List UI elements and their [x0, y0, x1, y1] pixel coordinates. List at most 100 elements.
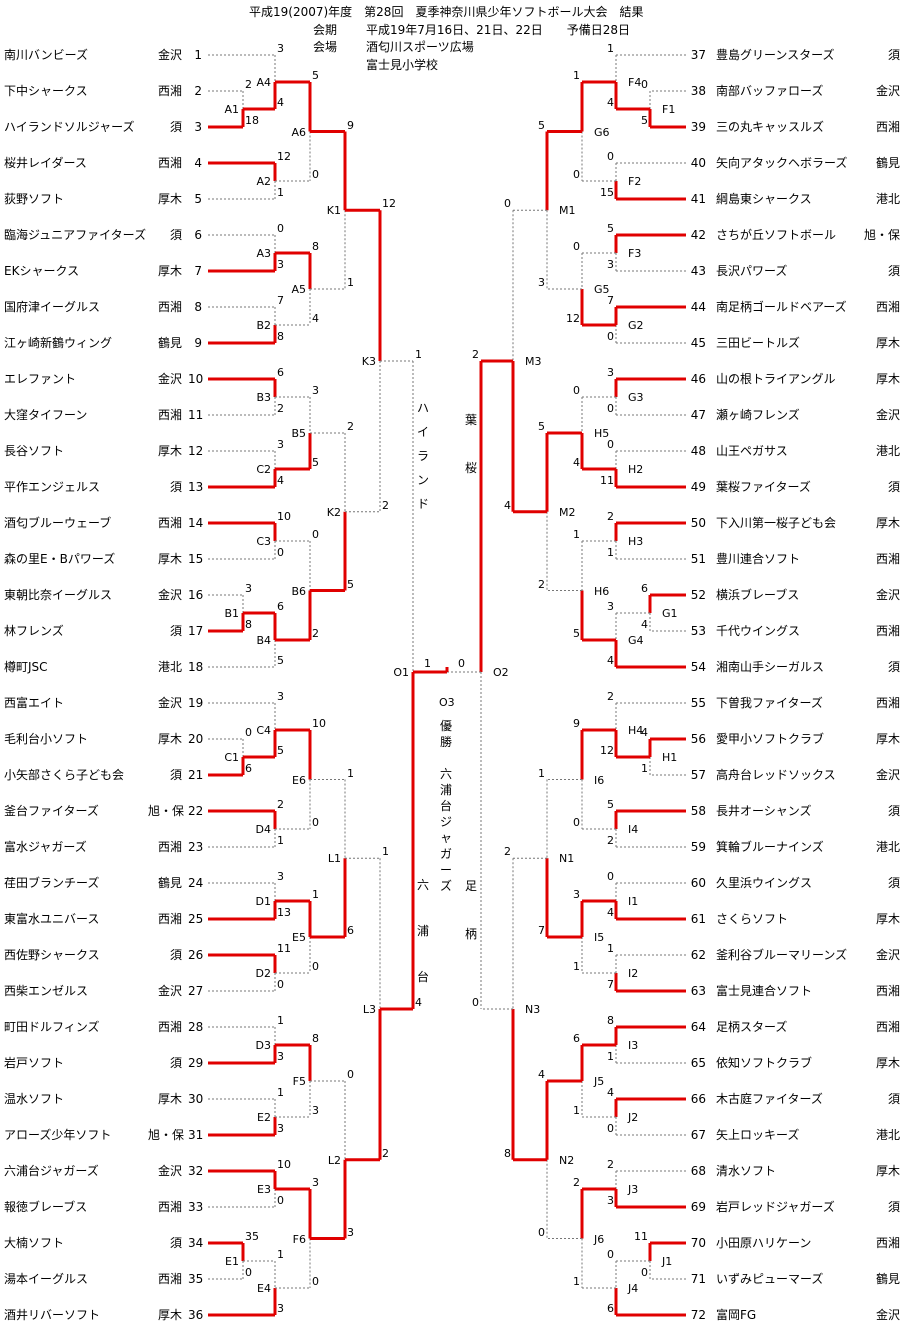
match-code: B6: [291, 584, 306, 598]
team-name: 東朝比奈イーグルス: [4, 588, 113, 602]
team-district: 金沢: [875, 408, 900, 422]
team-district: 西湘: [875, 624, 900, 638]
team-district: 須: [887, 1092, 900, 1106]
score-bottom: 6: [245, 762, 252, 775]
score-top: 1: [607, 942, 614, 955]
team-district: 厚木: [157, 732, 182, 746]
team-name: 釜利谷ブルーマリーンズ: [716, 948, 848, 962]
score-bottom: 7: [607, 978, 614, 991]
team-number: 60: [690, 876, 706, 890]
team-number: 23: [188, 840, 204, 854]
team-district: 須: [887, 876, 900, 890]
score-top: 10: [312, 717, 326, 730]
score-top: 3: [277, 42, 284, 55]
match-code: I1: [628, 895, 639, 908]
team-district: 厚木: [157, 1308, 182, 1322]
score-top: 2: [504, 845, 511, 859]
score-top: 0: [607, 870, 614, 883]
team-name: 荏田ブランチーズ: [4, 876, 100, 890]
score-bottom: 2: [277, 402, 284, 415]
score-bottom: 0: [573, 816, 580, 829]
score-bottom: 2: [382, 498, 389, 512]
team-district: 西湘: [875, 1020, 900, 1034]
team-number: 45: [690, 336, 706, 350]
score-top: 1: [573, 69, 580, 82]
score-top: 11: [634, 1230, 648, 1243]
score-top: 2: [277, 798, 284, 811]
match-code: D3: [255, 1039, 271, 1052]
team-name: エレファント: [4, 372, 77, 386]
score-bottom: 15: [600, 186, 614, 199]
score-bottom: 3: [312, 1104, 319, 1117]
period-label: 会期: [313, 23, 338, 37]
score-top: 3: [573, 888, 580, 901]
score-top: 5: [312, 69, 319, 82]
score-bottom: 0: [573, 168, 580, 181]
score-top: 5: [607, 222, 614, 235]
team-name: 釜台ファイターズ: [4, 804, 99, 818]
team-district: 須: [887, 264, 900, 278]
team-district: 西湘: [157, 156, 182, 170]
team-district: 須: [169, 1056, 182, 1070]
score-bottom: 5: [312, 456, 319, 469]
match-code: H4: [628, 724, 644, 737]
score-top: 1: [347, 766, 354, 780]
score-top: 12: [382, 197, 396, 211]
team-district: 厚木: [157, 444, 182, 458]
score-bottom: 1: [641, 762, 648, 775]
team-district: 厚木: [875, 1164, 900, 1178]
team-district: 金沢: [875, 1308, 900, 1322]
team-number: 64: [690, 1020, 706, 1034]
score-top: 2: [472, 348, 479, 361]
team-district: 西湘: [157, 516, 182, 530]
team-number: 58: [690, 804, 706, 818]
team-name: 長井オーシャンズ: [716, 804, 812, 818]
score-top: 8: [312, 1032, 319, 1045]
team-name: 温水ソフト: [4, 1092, 65, 1106]
team-district: 金沢: [157, 1164, 182, 1178]
score-bottom: 6: [347, 924, 354, 937]
team-district: 西湘: [157, 84, 182, 98]
score-bottom: 8: [504, 1146, 511, 1160]
score-top: 10: [277, 510, 291, 523]
team-name: 瀬ヶ崎フレンズ: [716, 408, 800, 422]
team-number: 41: [690, 192, 706, 206]
match-code: B5: [291, 427, 306, 440]
venue-2: 富士見小学校: [366, 58, 439, 72]
final-score-right: 0: [458, 657, 465, 670]
score-bottom: 4: [607, 96, 614, 109]
team-number: 26: [188, 948, 204, 962]
team-district: 須: [169, 624, 182, 638]
score-bottom: 4: [641, 618, 648, 631]
score-top: 2: [573, 1176, 580, 1189]
match-code: D4: [255, 823, 271, 836]
score-bottom: 4: [607, 906, 614, 919]
score-bottom: 4: [504, 498, 511, 512]
match-code: F2: [628, 175, 642, 188]
score-bottom: 1: [573, 960, 580, 973]
score-top: 1: [415, 348, 422, 361]
match-code: I5: [594, 931, 605, 944]
team-number: 43: [690, 264, 706, 278]
score-top: 2: [347, 420, 354, 433]
score-top: 0: [312, 528, 319, 541]
team-district: 西湘: [875, 552, 900, 566]
team-number: 59: [690, 840, 706, 854]
team-number: 54: [690, 660, 706, 674]
score-top: 0: [607, 1248, 614, 1261]
team-name: 平作エンジェルス: [4, 480, 101, 494]
team-name: 小田原ハリケーン: [716, 1236, 812, 1250]
score-top: 8: [607, 1014, 614, 1027]
team-district: 鶴見: [157, 336, 182, 350]
score-bottom: 8: [245, 618, 252, 631]
score-bottom: 3: [277, 1302, 284, 1315]
team-number: 50: [690, 516, 706, 530]
score-top: 3: [607, 600, 614, 613]
team-name: 南川バンビーズ: [4, 48, 89, 62]
score-bottom: 4: [607, 654, 614, 667]
team-district: 金沢: [157, 372, 182, 386]
team-district: 港北: [157, 660, 182, 674]
team-number: 13: [188, 480, 204, 494]
match-code: G5: [594, 283, 610, 296]
